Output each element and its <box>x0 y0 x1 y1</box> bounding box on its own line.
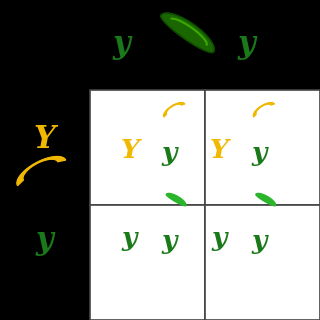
Polygon shape <box>256 194 276 206</box>
Text: Y: Y <box>210 138 228 163</box>
Bar <box>90 205 205 320</box>
Bar <box>205 205 320 320</box>
Polygon shape <box>166 194 186 206</box>
Bar <box>205 90 320 205</box>
Text: y: y <box>252 229 267 254</box>
Text: y: y <box>252 141 267 166</box>
Text: Y: Y <box>120 138 139 163</box>
Bar <box>90 90 205 205</box>
Text: y: y <box>122 226 137 251</box>
Polygon shape <box>253 103 274 117</box>
Text: Y: Y <box>34 124 56 155</box>
Polygon shape <box>17 156 66 186</box>
Polygon shape <box>161 13 214 52</box>
Text: y: y <box>162 141 177 166</box>
Text: y: y <box>113 29 131 60</box>
Text: y: y <box>212 226 227 251</box>
Text: y: y <box>162 229 177 254</box>
Polygon shape <box>164 103 185 117</box>
Text: y: y <box>237 29 255 60</box>
Text: y: y <box>36 225 54 255</box>
